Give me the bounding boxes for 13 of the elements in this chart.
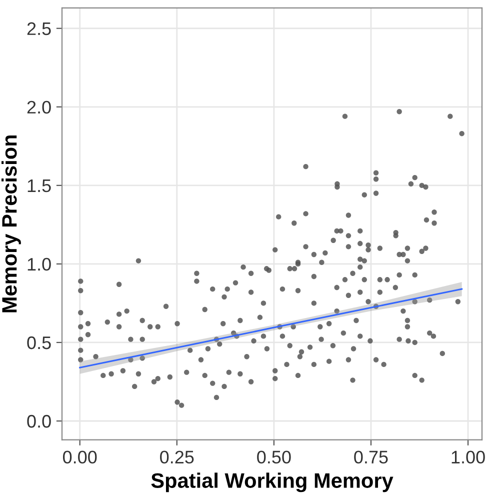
y-tick-label: 1.5 [28, 180, 51, 192]
y-tick-label: 0.5 [27, 336, 51, 350]
x-tick-label: 0.75 [354, 450, 388, 464]
x-tick-label: 0.50 [257, 450, 291, 464]
y-tick-label: 1.0 [28, 258, 51, 271]
y-axis-title: Memory Precision [2, 135, 21, 312]
x-axis-title: Spatial Working Memory [151, 472, 394, 492]
y-tick-label: 2.5 [27, 22, 51, 36]
x-tick-label: 0.25 [160, 450, 194, 464]
x-tick-label: 0.00 [62, 450, 97, 464]
y-tick-label: 2.0 [27, 100, 51, 114]
x-tick-label: 1.00 [452, 450, 485, 464]
y-tick-label: 0.0 [27, 414, 51, 428]
